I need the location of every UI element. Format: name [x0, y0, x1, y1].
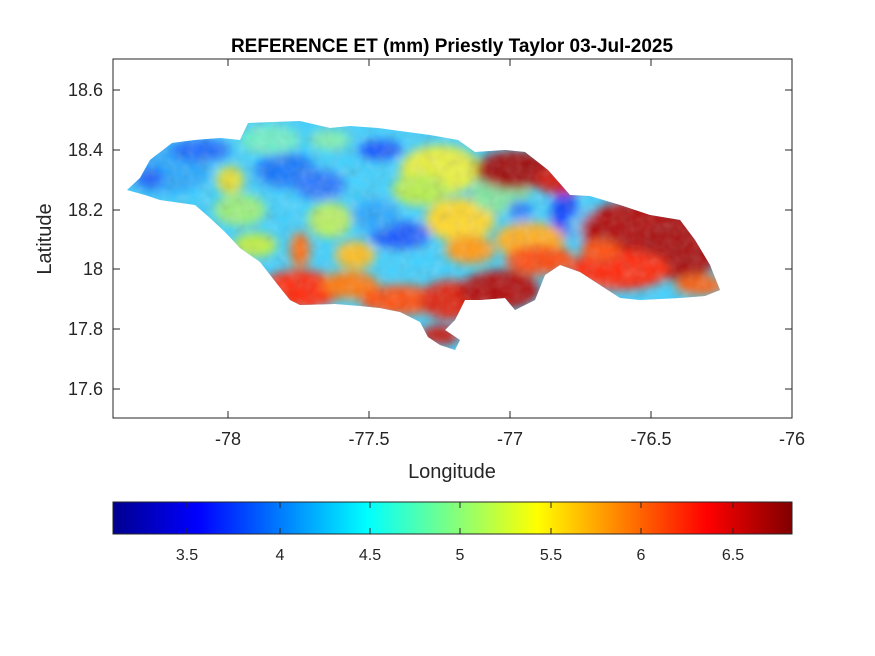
colorbar-tick: 4.5 — [359, 502, 381, 564]
colorbar-tick: 6 — [637, 502, 646, 564]
y-tick: 18.2 — [68, 200, 792, 220]
colorbar-tick-label: 6 — [637, 547, 646, 564]
x-tick-label: -77.5 — [348, 429, 389, 449]
y-tick: 17.6 — [68, 379, 792, 399]
x-tick-label: -76 — [779, 429, 805, 449]
colorbar-tick: 5 — [456, 502, 465, 564]
y-tick: 18.6 — [68, 80, 792, 100]
chart-title: REFERENCE ET (mm) Priestly Taylor 03-Jul… — [231, 36, 673, 57]
colorbar-tick-label: 4.5 — [359, 547, 381, 564]
y-tick: 17.8 — [68, 319, 792, 339]
y-tick-label: 17.6 — [68, 379, 103, 399]
y-tick-label: 18.4 — [68, 140, 103, 160]
x-axis: -78 -77.5 -77 -76.5 -76 — [215, 59, 805, 449]
colorbar-tick-label: 6.5 — [722, 547, 744, 564]
x-tick-label: -76.5 — [630, 429, 671, 449]
x-tick: -78 — [215, 59, 241, 449]
colorbar-gradient — [112, 501, 793, 535]
colorbar-tick: 6.5 — [722, 502, 744, 564]
x-tick: -76 — [779, 411, 805, 449]
x-axis-label: Longitude — [408, 461, 496, 483]
colorbar-tick: 3.5 — [176, 502, 198, 564]
y-tick-label: 18 — [83, 259, 103, 279]
x-tick: -77 — [497, 59, 523, 449]
colorbar: 3.5 4 4.5 5 5.5 6 6. — [112, 501, 793, 564]
colorbar-tick-label: 4 — [276, 547, 285, 564]
y-tick: 18.4 — [68, 140, 792, 160]
y-axis: 18.6 18.4 18.2 18 17.8 17.6 — [68, 80, 792, 399]
colorbar-tick-label: 3.5 — [176, 547, 198, 564]
y-tick-label: 17.8 — [68, 319, 103, 339]
x-tick: -77.5 — [348, 59, 390, 449]
x-tick-label: -77 — [497, 429, 523, 449]
colorbar-tick: 5.5 — [540, 502, 562, 564]
colorbar-tick-label: 5 — [456, 547, 465, 564]
x-tick: -76.5 — [630, 59, 672, 449]
y-tick-label: 18.2 — [68, 200, 103, 220]
y-tick: 18 — [83, 259, 792, 279]
y-axis-label: Latitude — [34, 203, 56, 274]
y-tick-label: 18.6 — [68, 80, 103, 100]
x-tick-label: -78 — [215, 429, 241, 449]
colorbar-tick: 4 — [276, 502, 285, 564]
colorbar-tick-label: 5.5 — [540, 547, 562, 564]
